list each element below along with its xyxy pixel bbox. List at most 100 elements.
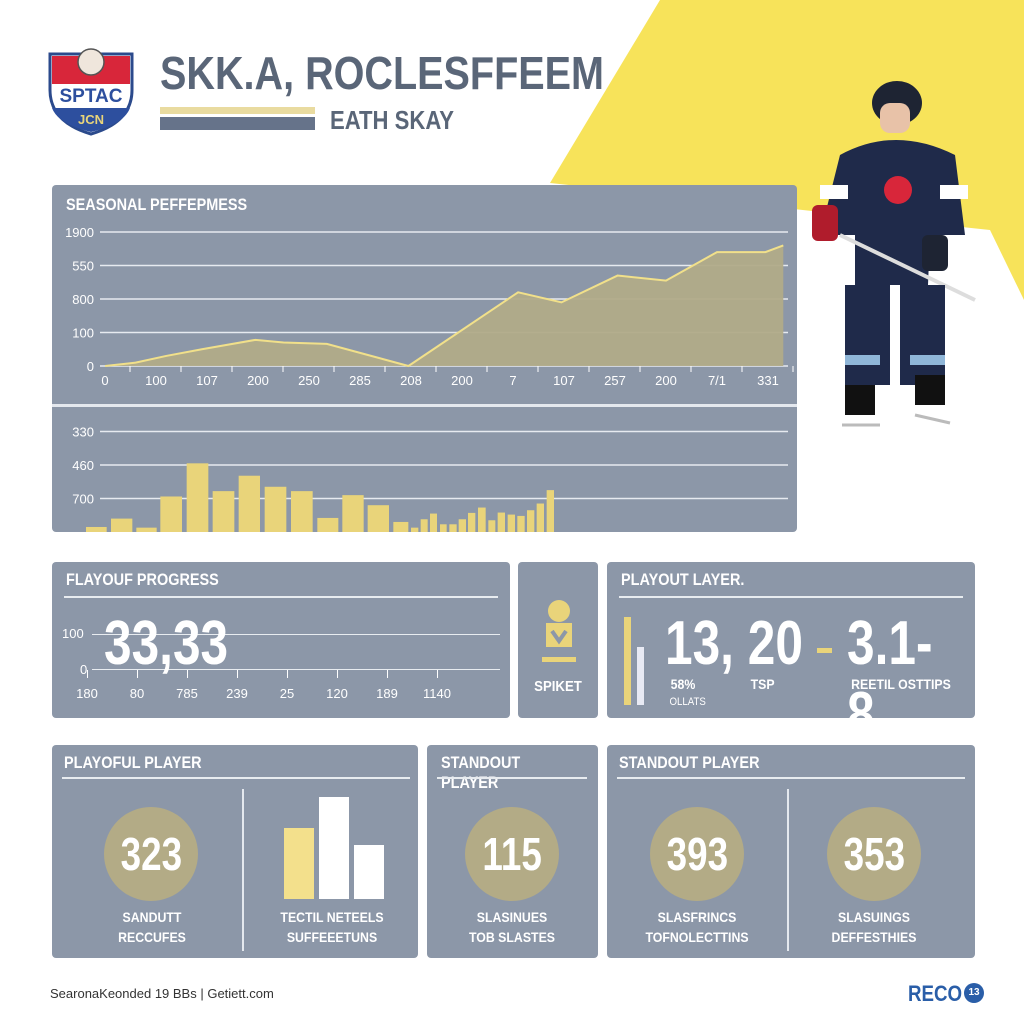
x-tick-label: 250 (298, 373, 320, 388)
y-tick-label: 100 (72, 326, 94, 341)
bar (449, 524, 457, 532)
x-tick-label: 331 (757, 373, 779, 388)
stat-caption: SANDUTT RECCUFES (118, 909, 186, 945)
bar (527, 510, 535, 532)
x-tick-label: 239 (226, 686, 248, 701)
panel-title: PLAYOFUL PLAYER (64, 753, 202, 772)
chart-divider (52, 404, 797, 407)
bar (546, 490, 554, 532)
bar (430, 513, 437, 532)
bar (367, 505, 389, 532)
stat-bar (319, 797, 349, 899)
svg-text:JCN: JCN (78, 112, 104, 127)
panel-title: FLAYOUF PROGRESS (66, 570, 219, 589)
standout-player-panel: STANDOUT PLAYER 115 SLASINUES TOB SLASTES (427, 745, 598, 958)
x-tick-label: 200 (655, 373, 677, 388)
bar (488, 520, 496, 532)
page-subtitle: EATH SKAY (330, 105, 455, 135)
x-tick (387, 670, 388, 678)
bar (342, 495, 364, 532)
hockey-player-image (812, 81, 976, 427)
y-tick-label: 800 (72, 292, 94, 307)
bar (440, 524, 447, 532)
stat-circle: 353 (827, 807, 921, 901)
tsp-label: TSP (750, 676, 775, 692)
bar (160, 496, 182, 532)
playout-range: 3.1-8 (847, 609, 933, 749)
panel-title: STANDOUT PLAYER (619, 753, 760, 772)
x-tick-label: 785 (176, 686, 198, 701)
x-tick (87, 670, 88, 678)
x-tick (287, 670, 288, 678)
playout-layer-panel: PLAYOUT LAYER. 13, 20 3.1-8 58% OLLATS T… (607, 562, 975, 749)
progress-value: 33,33 (104, 609, 229, 678)
y-tick-label: 330 (72, 425, 94, 440)
bar (212, 491, 235, 532)
bar (86, 526, 107, 532)
panel-title: PLAYOUT LAYER. (621, 570, 745, 589)
x-tick-label: 200 (451, 373, 473, 388)
x-tick-label: 7 (509, 373, 516, 388)
y-tick-label: 0 (87, 359, 94, 374)
x-tick (237, 670, 238, 678)
bar (238, 475, 260, 532)
stat-circle: 323 (104, 807, 198, 901)
y-tick-label: 550 (72, 259, 94, 274)
bar (536, 503, 544, 532)
bar (458, 519, 466, 532)
brand-badge: 13 (964, 983, 984, 1003)
x-tick-label: 189 (376, 686, 398, 701)
x-tick-label: 100 (145, 373, 167, 388)
page-title: SKK.A, ROCLESFFEEM (160, 47, 604, 99)
bar (507, 514, 515, 532)
stat-caption: SLASFRINCS TOFNOLECTTINS (645, 909, 749, 945)
x-tick-label: 80 (129, 686, 145, 701)
playoff-progress-panel: FLAYOUF PROGRESS 100 0 33,33 180 80 785 239… (52, 562, 510, 718)
x-tick-label: 200 (247, 373, 269, 388)
pct-label: 58% (670, 676, 696, 692)
x-tick-label: 257 (604, 373, 626, 388)
area-fill (105, 245, 784, 366)
y-tick-label: 0 (87, 525, 94, 540)
y-tick-label: 1900 (65, 225, 94, 240)
standout-player-panel-2: STANDOUT PLAYER 393 SLASFRINCS TOFNOLECTT… (607, 745, 975, 958)
x-tick-label: 25 (279, 686, 295, 701)
dash (817, 648, 832, 653)
x-tick (137, 670, 138, 678)
stat-bar (284, 827, 314, 899)
x-tick (187, 670, 188, 678)
spiket-label: SPIKET (534, 678, 582, 695)
bar (393, 521, 409, 532)
mini-bar (624, 617, 631, 705)
x-tick-label: 107 (553, 373, 575, 388)
playout-caption: REETIL OSTTIPS (851, 676, 951, 692)
bar (186, 463, 209, 532)
x-tick-label: 285 (349, 373, 371, 388)
bar (136, 527, 157, 532)
x-tick-label: 1140 (423, 686, 451, 701)
y-tick-label: 700 (72, 492, 94, 507)
y-tick: 0 (80, 662, 88, 677)
x-tick-label: 180 (76, 686, 98, 701)
bar (291, 491, 313, 532)
brand-logo: RECO (908, 981, 963, 1006)
bar (468, 512, 476, 532)
y-tick-label: 460 (72, 458, 94, 473)
bar (411, 527, 419, 532)
x-tick-label: 107 (196, 373, 218, 388)
x-tick-label: 120 (326, 686, 348, 701)
x-tick (437, 670, 438, 678)
bar (497, 512, 505, 532)
stat-circle: 393 (650, 807, 744, 901)
x-tick-label: 7/1 (708, 373, 726, 388)
series-line (104, 244, 784, 368)
svg-text:SPTAC: SPTAC (60, 86, 123, 107)
stat-bar (354, 844, 384, 899)
bars-caption: TECTIL NETEELS SUFFEEETUNS (280, 909, 384, 945)
playout-value: 13, 20 (665, 609, 803, 678)
x-tick-label: 0 (101, 373, 108, 388)
stat-caption: SLASUINGS DEFFESTHIES (831, 909, 917, 945)
footer-source: SearonaKeonded 19 BBs | Getiett.com (50, 986, 274, 1001)
bar (420, 519, 428, 532)
